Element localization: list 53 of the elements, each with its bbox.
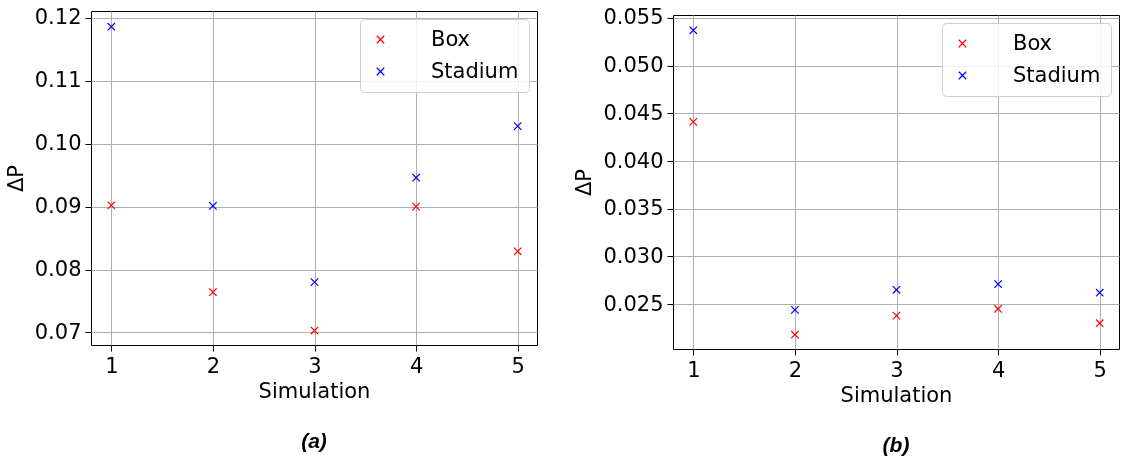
y-axis-title: ΔP xyxy=(3,164,28,193)
point xyxy=(993,304,1003,314)
text: (b) xyxy=(882,433,910,456)
point xyxy=(310,326,319,335)
x-tick-label: 3 xyxy=(890,357,904,382)
point xyxy=(993,279,1003,289)
legend-label: Box xyxy=(431,26,471,51)
y-tick-label: 0.040 xyxy=(603,148,664,173)
y-tick-label: 0.035 xyxy=(603,196,664,221)
point xyxy=(208,201,218,211)
point xyxy=(513,121,523,131)
legend-label: Box xyxy=(1013,30,1053,55)
x-tick-label: 4 xyxy=(991,357,1006,382)
y-tick-label: 0.030 xyxy=(603,243,664,268)
point xyxy=(892,311,901,320)
point xyxy=(107,22,116,32)
y-tick-label: 0.11 xyxy=(34,68,82,93)
x-axis-title: Simulation xyxy=(258,378,371,403)
point xyxy=(790,305,800,315)
x-tick-label: 3 xyxy=(308,353,322,378)
point xyxy=(411,173,421,182)
y-tick-label: 0.055 xyxy=(603,5,664,30)
y-tick-label: 0.12 xyxy=(34,5,82,30)
point xyxy=(208,287,218,297)
point xyxy=(689,117,698,127)
x-tick-label: 2 xyxy=(206,353,221,378)
point xyxy=(689,25,698,35)
x-axis-title: Simulation xyxy=(840,382,953,407)
y-tick-label: 0.050 xyxy=(603,53,664,78)
x-tick-label: 5 xyxy=(1093,357,1107,382)
point xyxy=(1095,318,1105,328)
legend-label: Stadium xyxy=(431,58,519,83)
point xyxy=(411,202,421,211)
x-tick-label: 2 xyxy=(788,357,803,382)
x-tick-label: 1 xyxy=(105,353,119,378)
legend-label: Stadium xyxy=(1013,62,1101,87)
text: (a) xyxy=(301,429,327,452)
point xyxy=(310,277,319,287)
point xyxy=(892,285,901,295)
point xyxy=(513,246,523,256)
point xyxy=(1095,288,1105,298)
y-tick-label: 0.045 xyxy=(603,100,664,125)
point xyxy=(790,330,800,339)
y-tick-label: 0.08 xyxy=(34,257,82,282)
x-tick-label: 4 xyxy=(409,353,424,378)
y-tick-label: 0.09 xyxy=(34,194,82,219)
point xyxy=(107,201,116,210)
y-tick-label: 0.025 xyxy=(603,291,664,316)
y-axis-title: ΔP xyxy=(572,168,597,197)
x-tick-label: 5 xyxy=(511,353,525,378)
y-tick-label: 0.07 xyxy=(34,319,82,344)
y-tick-label: 0.10 xyxy=(34,131,82,156)
x-tick-label: 1 xyxy=(687,357,701,382)
